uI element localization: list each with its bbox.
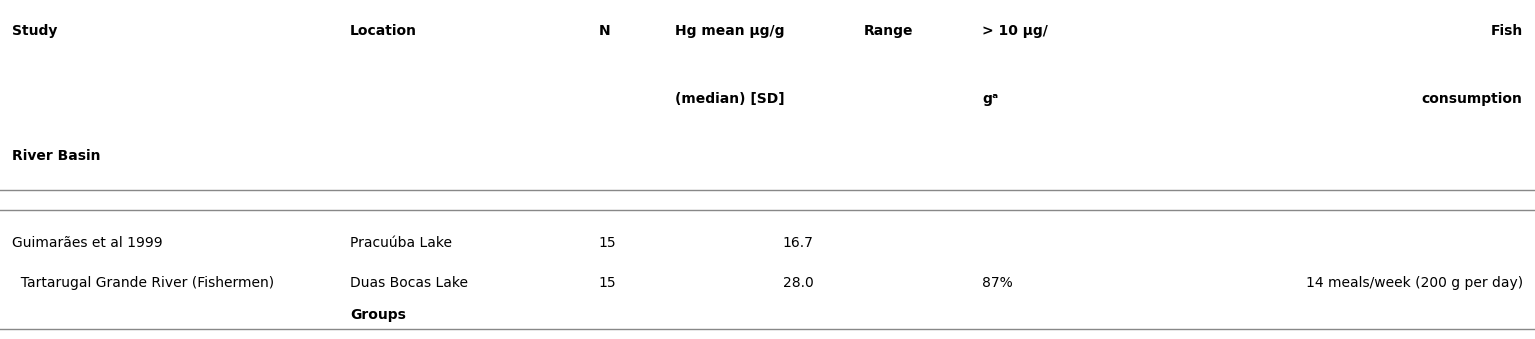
Text: 14 meals/week (200 g per day): 14 meals/week (200 g per day) (1306, 276, 1523, 290)
Text: Study: Study (12, 24, 58, 38)
Text: Groups: Groups (350, 308, 405, 322)
Text: Pracuúba Lake: Pracuúba Lake (350, 236, 451, 250)
Text: Range: Range (864, 24, 913, 38)
Text: consumption: consumption (1421, 92, 1523, 105)
Text: Duas Bocas Lake: Duas Bocas Lake (350, 276, 468, 290)
Text: Guimarães et al 1999: Guimarães et al 1999 (12, 236, 163, 250)
Text: 15: 15 (599, 236, 616, 250)
Text: (median) [SD]: (median) [SD] (675, 92, 784, 105)
Text: Hg mean μg/g: Hg mean μg/g (675, 24, 784, 38)
Text: Tartarugal Grande River (Fishermen): Tartarugal Grande River (Fishermen) (12, 276, 275, 290)
Text: 28.0: 28.0 (783, 276, 814, 290)
Text: N: N (599, 24, 611, 38)
Text: > 10 μg/: > 10 μg/ (982, 24, 1048, 38)
Text: 16.7: 16.7 (783, 236, 814, 250)
Text: Fish: Fish (1490, 24, 1523, 38)
Text: gᵃ: gᵃ (982, 92, 999, 105)
Text: 15: 15 (599, 276, 616, 290)
Text: 87%: 87% (982, 276, 1013, 290)
Text: River Basin: River Basin (12, 149, 101, 163)
Text: Location: Location (350, 24, 418, 38)
